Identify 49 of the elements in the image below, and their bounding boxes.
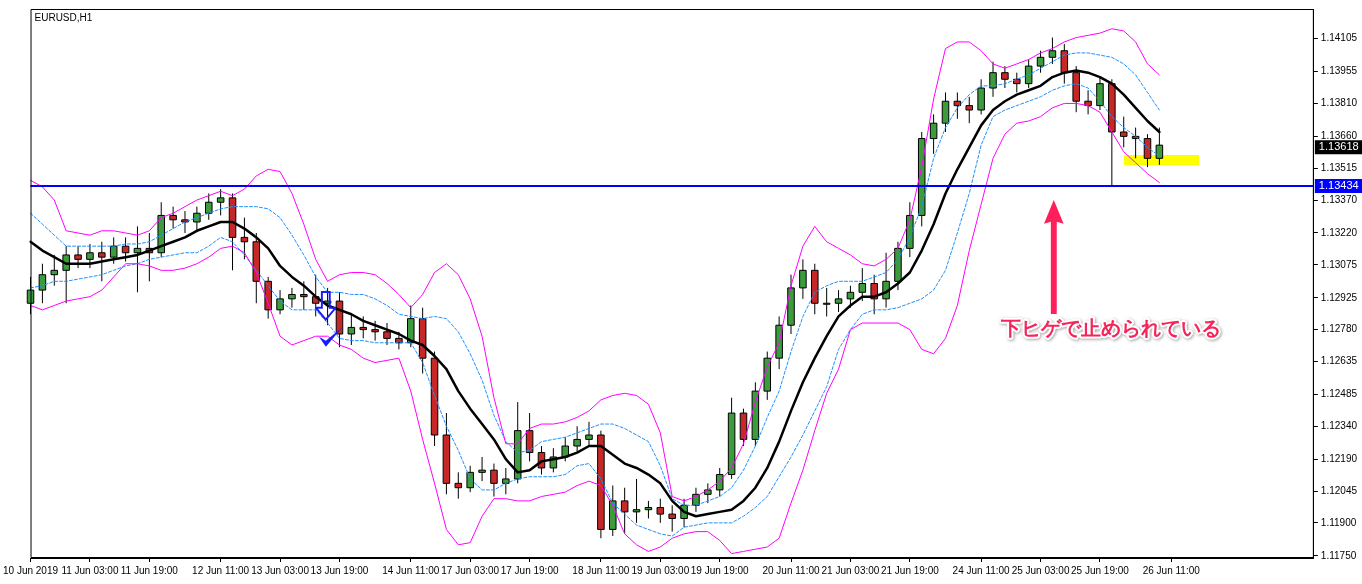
x-tick-label: 26 Jun 11:00 xyxy=(1142,564,1201,576)
y-tick-label: 1.11750 xyxy=(1320,549,1357,561)
text: 1.13618 xyxy=(1318,140,1359,153)
x-tick-label: 13 Jun 03:00 xyxy=(251,564,310,576)
y-tick-label: 1.12485 xyxy=(1320,388,1358,400)
x-tick-label: 17 Jun 19:00 xyxy=(500,564,559,576)
x-tick-label: 11 Jun 19:00 xyxy=(120,564,179,576)
x-tick-label: 10 Jun 2019 xyxy=(2,564,59,576)
annotation: 下ヒゲで止められている xyxy=(1000,316,1222,341)
chart-title: EURUSD,H1 xyxy=(34,11,93,23)
x-tick-label: 25 Jun 19:00 xyxy=(1071,564,1130,576)
y-tick-label: 1.13515 xyxy=(1320,161,1358,173)
candlestick xyxy=(86,243,94,269)
y-tick-label: 1.13810 xyxy=(1320,97,1358,109)
candlestick xyxy=(62,245,70,304)
x-tick-label: 21 Jun 03:00 xyxy=(821,564,880,576)
y-tick-label: 1.14105 xyxy=(1320,32,1358,44)
x-tick-label: 11 Jun 03:00 xyxy=(61,564,119,576)
y-tick-label: 1.13955 xyxy=(1320,65,1358,77)
y-tick-label: 1.13370 xyxy=(1320,193,1358,205)
candlestick xyxy=(98,241,106,282)
x-tick-label: 19 Jun 19:00 xyxy=(690,564,750,576)
x-tick-label: 25 Jun 03:00 xyxy=(1011,564,1070,576)
ref-line-label: 1.13434 xyxy=(1318,179,1359,192)
candlestick xyxy=(1001,65,1009,89)
y-tick-label: 1.13075 xyxy=(1320,258,1358,270)
y-tick-label: 1.12190 xyxy=(1320,452,1358,464)
y-tick-label: 1.13220 xyxy=(1320,226,1358,238)
y-tick-label: 1.12925 xyxy=(1320,291,1358,303)
x-tick-label: 21 Jun 19:00 xyxy=(880,564,940,576)
y-tick-label: 1.12340 xyxy=(1320,419,1358,431)
x-tick-label: 18 Jun 11:00 xyxy=(572,564,630,576)
candlestick xyxy=(383,322,391,346)
candlestick xyxy=(74,245,82,269)
y-tick-label: 1.12780 xyxy=(1320,323,1358,335)
candlestick xyxy=(989,61,997,98)
x-tick-label: 14 Jun 11:00 xyxy=(382,564,440,576)
x-tick-label: 20 Jun 11:00 xyxy=(762,564,820,576)
x-tick-label: 12 Jun 11:00 xyxy=(192,564,250,576)
x-tick-label: 24 Jun 11:00 xyxy=(952,564,1011,576)
y-tick-label: 1.12045 xyxy=(1320,484,1358,496)
y-tick-label: 1.12635 xyxy=(1320,355,1358,367)
x-tick-label: 19 Jun 03:00 xyxy=(631,564,690,576)
x-tick-label: 17 Jun 03:00 xyxy=(441,564,500,576)
y-tick-label: 1.13660 xyxy=(1320,130,1358,142)
y-tick-label: 1.11900 xyxy=(1320,516,1357,528)
x-tick-label: 13 Jun 19:00 xyxy=(310,564,369,576)
candlestick xyxy=(502,467,510,495)
candlestick xyxy=(704,482,712,504)
